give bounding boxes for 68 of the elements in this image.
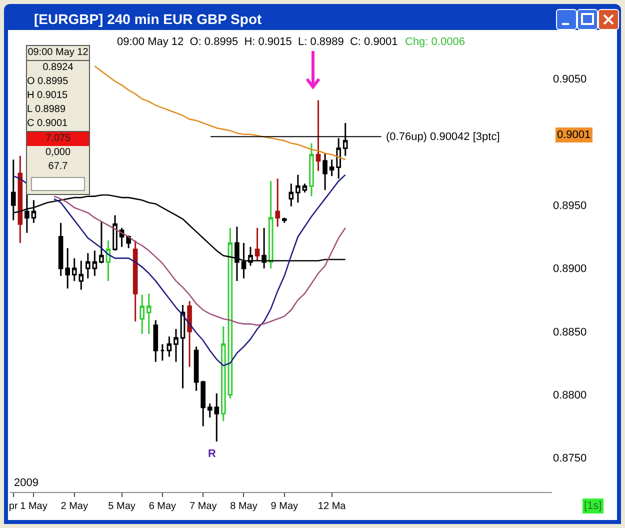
candlestick [31,199,36,224]
candlestick [282,217,287,224]
chart-title: [EURGBP] 240 min EUR GBP Spot [34,11,262,27]
annotation: 09:00 May 12 O: 0.8995 H: 0.9015 L: 0.8989 C: 0.9001 [117,36,398,48]
candlestick [187,300,192,368]
candlestick [132,240,138,322]
annotation: L 0.8989 [27,103,67,117]
candlestick [112,214,118,252]
candlestick [58,222,64,277]
candlestick [268,180,274,270]
text: 0.9001 [557,129,591,141]
line-series [53,196,346,326]
candlestick [194,346,199,392]
candlestick [92,250,98,277]
annotation: Chg: 0.0006 [405,36,465,48]
y-tick-label: 0.8750 [553,452,587,465]
candlestick [153,319,158,363]
candlestick [302,182,308,194]
candlestick [296,174,300,204]
x-tick-label: 8 May [230,501,258,512]
candlestick [221,326,226,422]
candlestick [99,220,104,264]
x-tick-label: 5 May [108,501,136,512]
x-tick-label: 2 May [60,501,88,512]
annotation: 0,000 [44,146,72,160]
annotation: O 0.8995 [27,75,70,89]
y-tick-label: 0.8800 [553,390,587,402]
annotation: 67.7 [47,160,69,174]
ref-line-label: (0.76up) 0.90042 [3ptc] [386,131,500,143]
text: [1s] [584,500,602,512]
annotation: 7.075 [27,132,89,146]
candlestick [180,304,186,390]
candlestick [254,227,260,262]
x-tick-label: 6 May [148,501,176,512]
y-tick-label: 0.8950 [553,200,587,212]
candlestick [18,155,23,244]
candlestick [316,99,321,172]
x-tick-label: pr [8,501,18,512]
annotation: 09:00 May 12 [27,46,89,61]
y-tick-label: 0.8900 [553,263,587,276]
y-tick-label: 0.8850 [553,326,587,338]
candlestick [174,328,178,363]
candlestick [160,343,165,362]
x-tick-label: 7 May [189,501,217,512]
candlestick [65,247,70,290]
candlestick [329,158,334,177]
y-tick-label: 0.9050 [553,74,587,86]
line-series [94,65,346,160]
candlestick [228,227,233,400]
annotation: H 0.9015 [27,89,69,103]
x-tick-label: 1 May [20,501,48,512]
candlestick [106,240,111,282]
candlestick [288,182,294,208]
candlestick [146,292,152,335]
candlestick [322,152,328,191]
x-tick-label: 9 May [270,501,298,512]
candlestick [166,336,172,358]
annotation: R [208,448,216,460]
annotation: C 0.9001 [27,117,89,132]
candlestick [309,142,314,198]
candlestick [86,252,90,280]
annotation: 0.8924 [42,61,74,75]
candlestick [140,294,145,335]
candlestick [126,234,131,249]
candlestick [275,178,280,228]
x-tick-label: 12 Ma [318,501,346,512]
annotation: 2009 [14,477,38,489]
candlestick [200,380,206,428]
